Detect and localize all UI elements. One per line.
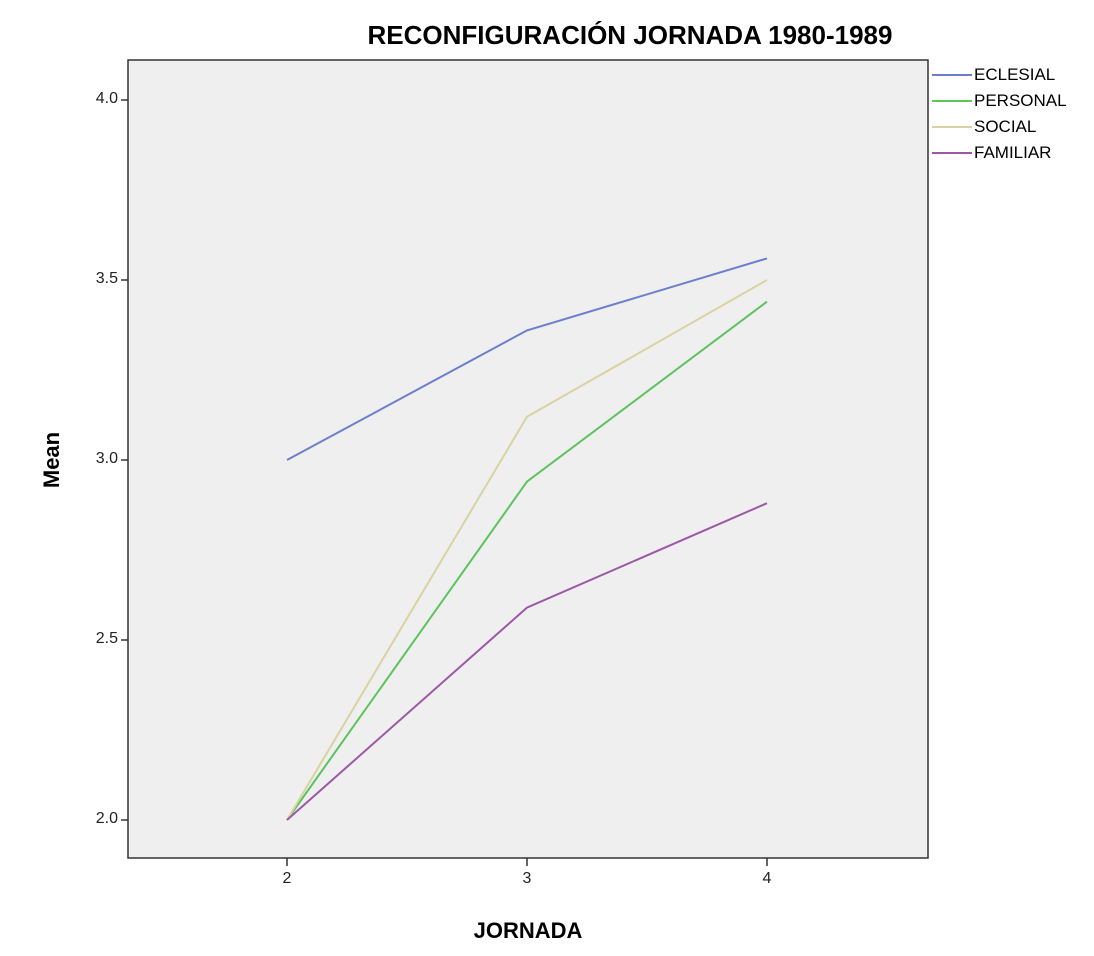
plot-area (127, 59, 929, 859)
axis-ticks (121, 99, 768, 866)
series-lines (286, 257, 768, 821)
legend-label: SOCIAL (974, 117, 1037, 136)
legend: ECLESIAL PERSONAL SOCIAL FAMILIAR (932, 62, 1067, 166)
y-tick-label: 2.5 (95, 630, 118, 647)
legend-swatch-familiar (932, 152, 972, 154)
series-line-familiar (286, 502, 768, 821)
series-line-social (286, 279, 768, 821)
legend-label: PERSONAL (974, 91, 1067, 110)
legend-label: ECLESIAL (974, 65, 1056, 84)
series-line-eclesial (286, 257, 768, 461)
chart-title: RECONFIGURACIÓN JORNADA 1980-1989 (367, 20, 893, 50)
legend-label: FAMILIAR (974, 143, 1052, 162)
legend-swatch-social (932, 126, 972, 128)
legend-item: PERSONAL (932, 88, 1067, 114)
x-tick-label: 4 (762, 870, 772, 887)
y-tick-label: 3.0 (95, 450, 118, 467)
legend-swatch-eclesial (932, 74, 972, 76)
legend-item: FAMILIAR (932, 140, 1067, 166)
y-axis-label: Mean (39, 431, 64, 489)
y-tick-label: 4.0 (95, 90, 118, 107)
legend-item: ECLESIAL (932, 62, 1067, 88)
legend-swatch-personal (932, 100, 972, 102)
x-axis-label: JORNADA (473, 918, 583, 943)
y-tick-label: 2.0 (95, 810, 118, 827)
x-tick-label: 3 (522, 870, 532, 887)
legend-item: SOCIAL (932, 114, 1067, 140)
x-tick-label: 2 (282, 870, 292, 887)
series-line-personal (286, 300, 768, 821)
y-tick-label: 3.5 (95, 270, 118, 287)
